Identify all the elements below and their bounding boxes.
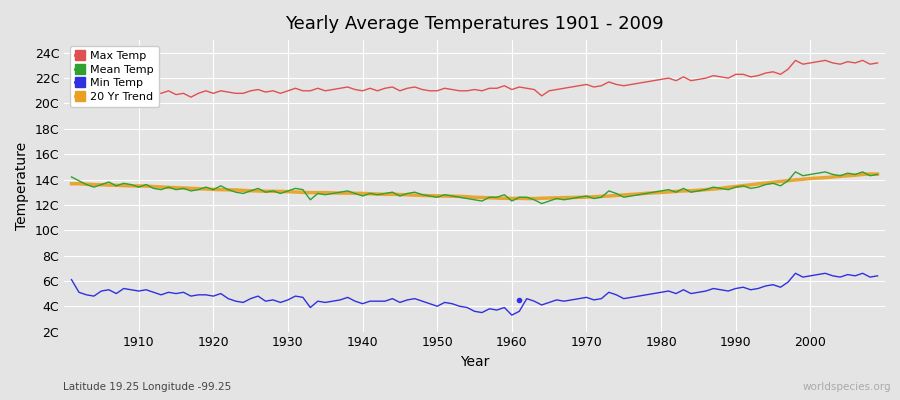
Legend: Max Temp, Mean Temp, Min Temp, 20 Yr Trend: Max Temp, Mean Temp, Min Temp, 20 Yr Tre… (69, 46, 158, 107)
Title: Yearly Average Temperatures 1901 - 2009: Yearly Average Temperatures 1901 - 2009 (285, 15, 664, 33)
Text: worldspecies.org: worldspecies.org (803, 382, 891, 392)
X-axis label: Year: Year (460, 355, 490, 369)
Y-axis label: Temperature: Temperature (15, 142, 29, 230)
Text: Latitude 19.25 Longitude -99.25: Latitude 19.25 Longitude -99.25 (63, 382, 231, 392)
